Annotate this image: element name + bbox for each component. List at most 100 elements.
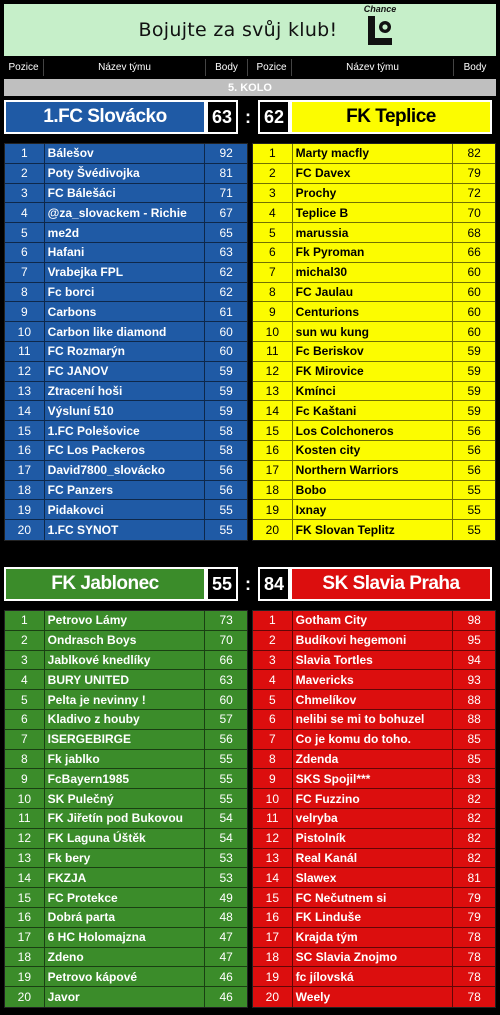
position-cell: 6	[5, 709, 45, 729]
table-row: 19 Petrovo kápové 46	[5, 967, 247, 988]
position-cell: 13	[5, 848, 45, 868]
points-cell: 59	[467, 364, 481, 379]
position-cell: 20	[253, 520, 293, 540]
position-cell: 13	[5, 381, 45, 401]
points-cell: 55	[219, 791, 233, 806]
table-row: 2 Budíkovi hegemoni 95	[253, 630, 495, 651]
position-cell: 11	[253, 808, 293, 828]
points-cell: 60	[219, 324, 233, 339]
position-cell: 3	[5, 183, 45, 203]
team-name-cell: me2d	[45, 223, 206, 242]
table-row: 4 Mavericks 93	[253, 670, 495, 691]
match-1-bar: 1.FC Slovácko 63 : 62 FK Teplice	[4, 100, 496, 134]
table-row: 9 FcBayern1985 55	[5, 769, 247, 790]
position-cell: 2	[253, 163, 293, 183]
points-cell: 56	[219, 463, 233, 478]
points-cell: 60	[219, 344, 233, 359]
team-name-cell: Zdeno	[45, 947, 206, 967]
team-name-cell: FK Jiřetín pod Bukovou	[45, 808, 206, 828]
points-cell: 56	[467, 463, 481, 478]
logo-text: Chance	[363, 4, 397, 14]
table-row: 17 Northern Warriors 56	[253, 460, 495, 481]
points-cell: 55	[219, 771, 233, 786]
position-cell: 14	[253, 401, 293, 421]
position-cell: 9	[5, 769, 45, 789]
points-cell: 88	[467, 692, 481, 707]
team-name-cell: Centurions	[293, 302, 454, 322]
header-pos-right: Pozice	[252, 59, 292, 76]
position-cell: 15	[5, 888, 45, 907]
position-cell: 16	[5, 907, 45, 927]
table-row: 7 ISERGEBIRGE 56	[5, 729, 247, 750]
table-row: 15 Los Colchoneros 56	[253, 421, 495, 441]
position-cell: 2	[5, 163, 45, 183]
table-row: 19 fc jílovská 78	[253, 967, 495, 988]
points-cell: 59	[467, 383, 481, 398]
position-cell: 18	[5, 947, 45, 967]
points-cell: 60	[467, 265, 481, 280]
points-cell: 59	[467, 344, 481, 359]
points-cell: 60	[219, 692, 233, 707]
position-cell: 15	[5, 421, 45, 440]
points-cell: 82	[467, 146, 481, 161]
position-cell: 4	[5, 670, 45, 690]
points-cell: 56	[467, 443, 481, 458]
table-row: 2 Ondrasch Boys 70	[5, 630, 247, 651]
team-name-cell: BURY UNITED	[45, 670, 206, 690]
points-cell: 46	[219, 969, 233, 984]
points-cell: 61	[219, 304, 233, 319]
header-name-right: Název týmu	[292, 59, 454, 76]
points-cell: 60	[467, 324, 481, 339]
table-row: 7 michal30 60	[253, 262, 495, 283]
position-cell: 10	[5, 789, 45, 808]
table-row: 2 FC Davex 79	[253, 163, 495, 184]
team-name-cell: Fc Kaštani	[293, 401, 454, 421]
position-cell: 6	[253, 709, 293, 729]
position-cell: 14	[253, 868, 293, 888]
team-name-cell: Ondrasch Boys	[45, 630, 206, 650]
header-pts-left: Body	[206, 59, 248, 76]
match-2-away-team: SK Slavia Praha	[290, 567, 492, 601]
points-cell: 56	[219, 482, 233, 497]
points-cell: 63	[219, 672, 233, 687]
table-row: 7 Vrabejka FPL 62	[5, 262, 247, 283]
points-cell: 60	[467, 284, 481, 299]
points-cell: 55	[219, 523, 233, 538]
position-cell: 5	[5, 223, 45, 242]
position-cell: 16	[253, 440, 293, 460]
table-row: 5 marussia 68	[253, 223, 495, 243]
header-name-left: Název týmu	[44, 59, 206, 76]
match-1-home-score: 63	[206, 100, 238, 134]
match-2-away-score: 84	[258, 567, 290, 601]
points-cell: 59	[467, 403, 481, 418]
team-name-cell: FK Linduše	[293, 907, 454, 927]
points-cell: 94	[467, 652, 481, 667]
points-cell: 59	[219, 383, 233, 398]
position-cell: 7	[253, 729, 293, 749]
points-cell: 71	[219, 185, 233, 200]
team-name-cell: Budíkovi hegemoni	[293, 630, 454, 650]
team-name-cell: Fk Pyroman	[293, 242, 454, 262]
team-name-cell: Fc borci	[45, 282, 206, 302]
points-cell: 62	[219, 284, 233, 299]
team-name-cell: Slavia Tortles	[293, 650, 454, 670]
table-row: 4 @za_slovackem - Richie 67	[5, 203, 247, 224]
team-name-cell: Dobrá parta	[45, 907, 206, 927]
points-cell: 48	[219, 910, 233, 925]
team-name-cell: FK Slovan Teplitz	[293, 520, 454, 540]
team-name-cell: Zdenda	[293, 749, 454, 769]
table-row: 13 Fk bery 53	[5, 848, 247, 869]
team-name-cell: FK Laguna Úštěk	[45, 828, 206, 848]
position-cell: 8	[5, 749, 45, 769]
points-cell: 79	[467, 910, 481, 925]
position-cell: 17	[5, 927, 45, 947]
table-row: 18 Bobo 55	[253, 480, 495, 501]
table-row: 16 FC Los Packeros 58	[5, 440, 247, 461]
team-name-cell: @za_slovackem - Richie	[45, 203, 206, 223]
team-name-cell: Carbons	[45, 302, 206, 322]
team-name-cell: FC Protekce	[45, 888, 206, 907]
points-cell: 58	[219, 423, 233, 438]
team-name-cell: Poty Švédivojka	[45, 163, 206, 183]
points-cell: 78	[467, 990, 481, 1005]
position-cell: 1	[5, 611, 45, 630]
